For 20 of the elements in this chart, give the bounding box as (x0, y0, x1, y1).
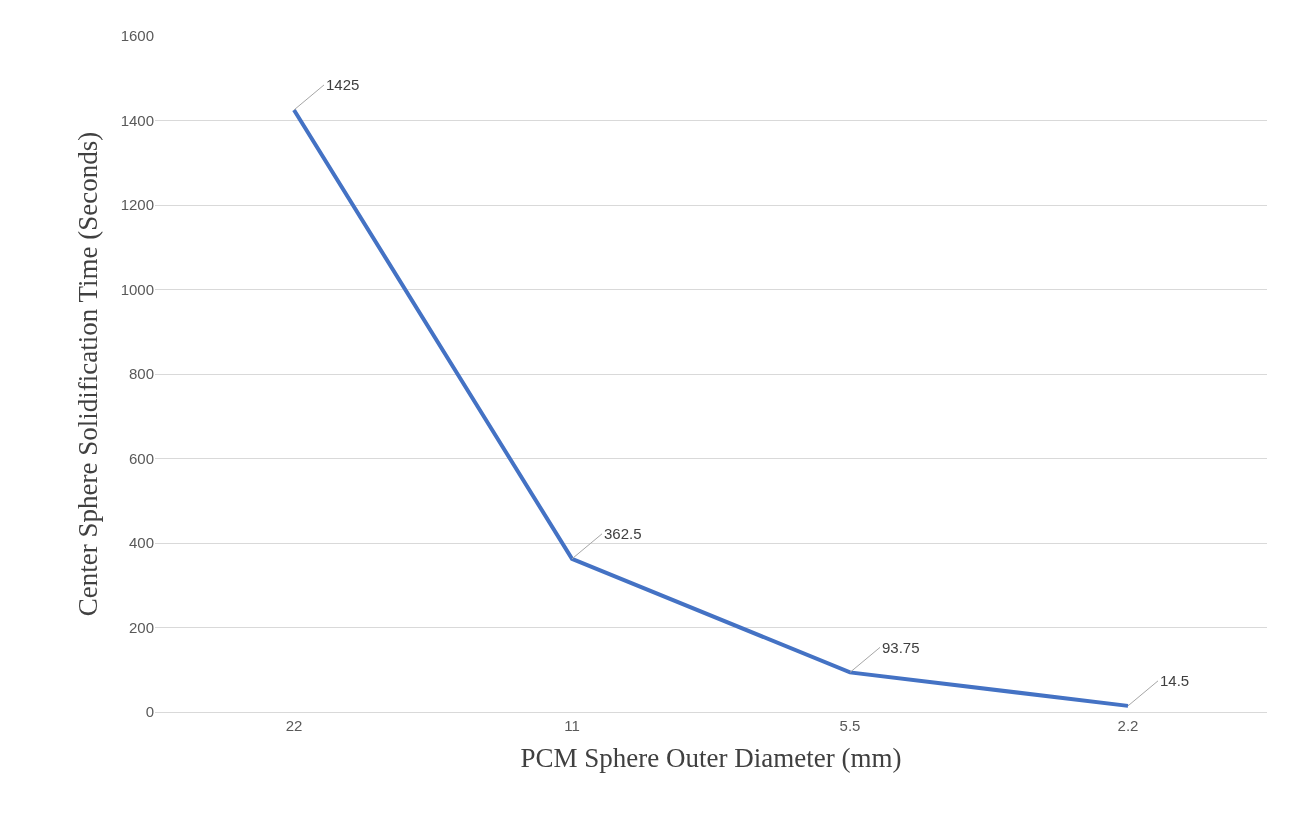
data-label: 362.5 (604, 525, 642, 542)
data-label: 93.75 (882, 639, 920, 656)
x-tick-label: 2.2 (1117, 717, 1139, 734)
y-tick-label: 600 (128, 449, 154, 467)
y-tick-label: 1400 (120, 111, 154, 129)
y-axis-title: Center Sphere Solidification Time (Seconds) (72, 131, 103, 617)
y-tick-label: 200 (128, 618, 154, 636)
x-tick-label: 11 (564, 717, 580, 734)
x-tick-label: 22 (285, 717, 303, 734)
x-tick-label: 5.5 (839, 717, 861, 734)
data-label: 14.5 (1160, 672, 1190, 689)
y-tick-label: 0 (145, 703, 154, 721)
line-series (292, 107, 1130, 708)
y-tick-label: 1000 (120, 280, 154, 298)
data-label: 1425 (326, 76, 360, 93)
y-tick-label: 800 (128, 365, 154, 383)
y-tick-label: 1600 (120, 27, 154, 45)
y-tick-label: 400 (128, 534, 154, 552)
y-tick-label: 1200 (120, 196, 154, 214)
x-axis-title: PCM Sphere Outer Diameter (mm) (520, 743, 902, 774)
